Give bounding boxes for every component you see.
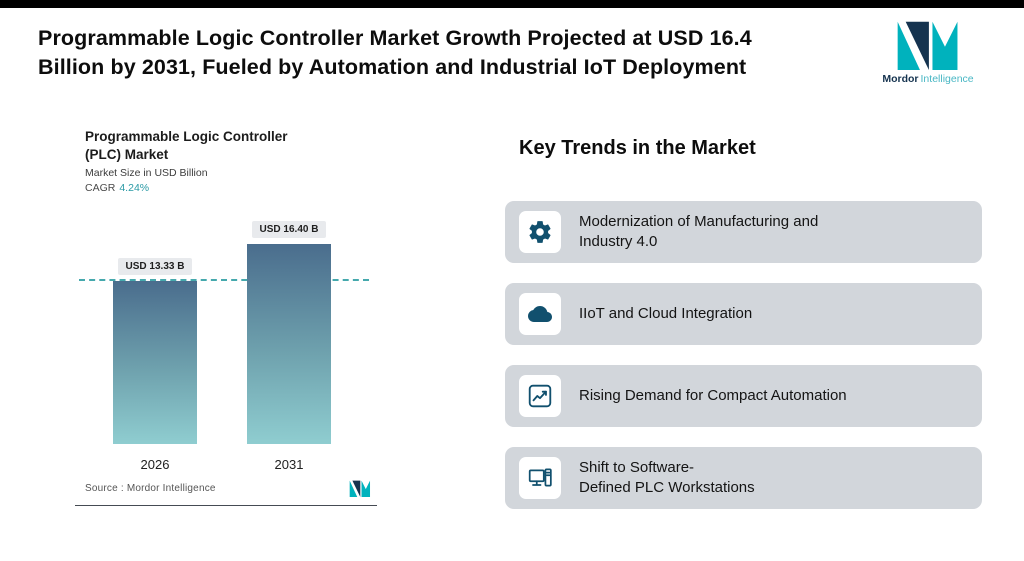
bar-chart-plot: USD 13.33 B USD 16.40 B 2026 2031: [75, 200, 377, 472]
x-axis-label-2026: 2026: [140, 457, 170, 473]
cagr-label: CAGR: [85, 182, 116, 195]
cloud-icon: [528, 306, 552, 322]
bar-group-2026: USD 13.33 B: [113, 258, 197, 445]
mordor-logo-icon: [897, 21, 958, 70]
top-black-bar: [0, 0, 1024, 8]
bar-2026: [113, 281, 197, 445]
brand-logo: Mordor Intelligence: [876, 20, 980, 85]
chart-cagr: CAGR 4.24%: [85, 182, 377, 194]
reference-dash-line: [79, 279, 369, 282]
chart-header: Programmable Logic Controller (PLC) Mark…: [75, 128, 377, 194]
key-trends-section: Key Trends in the Market Modernization o…: [505, 135, 982, 509]
brand-name-light: Intelligence: [920, 73, 974, 85]
bar-value-label-2026: USD 13.33 B: [117, 258, 193, 276]
trends-heading: Key Trends in the Market: [519, 137, 756, 159]
trend-card-software-defined: Shift to Software- Defined PLC Workstati…: [505, 447, 982, 509]
icon-tile: [519, 457, 561, 499]
trend-label: Shift to Software- Defined PLC Workstati…: [579, 458, 755, 496]
plc-market-chart: Programmable Logic Controller (PLC) Mark…: [75, 128, 377, 507]
trend-card-compact-automation: Rising Demand for Compact Automation: [505, 365, 982, 427]
icon-tile: [519, 375, 561, 417]
line-chart-icon: [528, 384, 552, 408]
icon-tile: [519, 293, 561, 335]
trend-card-industry40: Modernization of Manufacturing and Indus…: [505, 201, 982, 263]
cagr-value: 4.24%: [119, 182, 150, 195]
trend-cards: Modernization of Manufacturing and Indus…: [505, 201, 982, 509]
brand-name-bold: Mordor: [882, 73, 919, 85]
trend-card-iiot-cloud: IIoT and Cloud Integration: [505, 283, 982, 345]
brand-name: Mordor Intelligence: [876, 73, 980, 85]
page-title-line1: Programmable Logic Controller Market Gro…: [38, 26, 752, 50]
page-title: Programmable Logic Controller Market Gro…: [38, 24, 838, 81]
x-axis-label-2031: 2031: [274, 457, 304, 473]
trend-label: IIoT and Cloud Integration: [579, 304, 753, 322]
chart-title-line2: (PLC) Market: [85, 146, 169, 162]
chart-subtitle: Market Size in USD Billion: [85, 167, 208, 180]
chart-title-line1: Programmable Logic Controller: [85, 129, 288, 144]
chart-title: Programmable Logic Controller (PLC) Mark…: [85, 128, 377, 163]
source-text: Source : Mordor Intelligence: [85, 483, 216, 495]
bar-group-2031: USD 16.40 B: [247, 221, 331, 445]
trend-label: Modernization of Manufacturing and Indus…: [579, 212, 819, 250]
trend-label: Rising Demand for Compact Automation: [579, 386, 847, 404]
mordor-logo-small-icon: [349, 480, 371, 498]
icon-tile: [519, 211, 561, 253]
source-row: Source : Mordor Intelligence: [75, 480, 377, 498]
bar-value-label-2031: USD 16.40 B: [251, 221, 327, 239]
gear-icon: [529, 221, 551, 243]
page-title-line2: Billion by 2031, Fueled by Automation an…: [38, 54, 747, 79]
workstation-icon: [528, 468, 552, 487]
bar-2031: [247, 244, 331, 445]
chart-bottom-divider: [75, 505, 377, 507]
